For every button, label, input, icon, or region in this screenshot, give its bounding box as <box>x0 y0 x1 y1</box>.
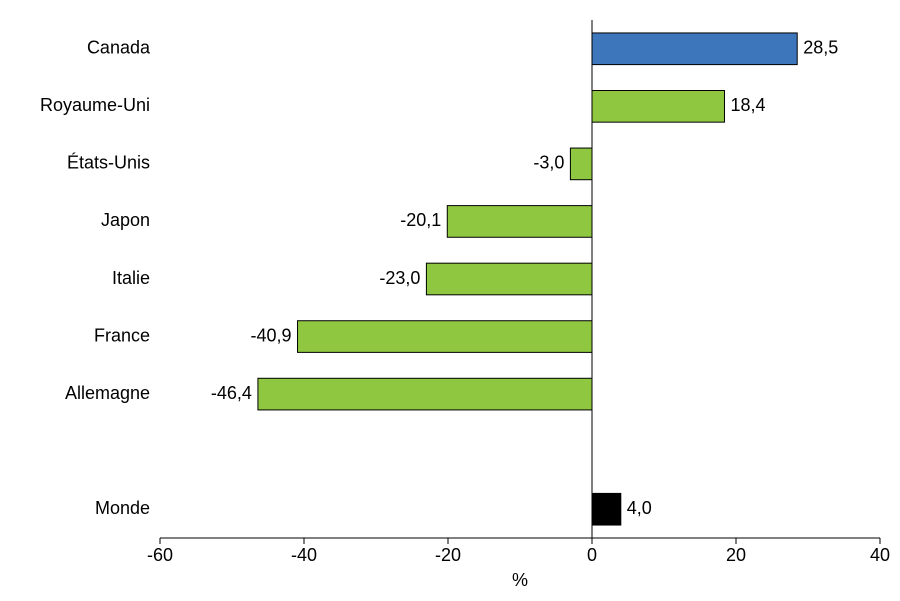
category-label: Canada <box>87 38 151 58</box>
x-tick-label: -20 <box>435 545 461 565</box>
value-label: -3,0 <box>533 153 564 173</box>
category-label: Allemagne <box>65 383 150 403</box>
x-axis-title: % <box>512 570 528 590</box>
value-label: -20,1 <box>400 210 441 230</box>
bar <box>298 321 592 353</box>
bar <box>426 263 592 295</box>
value-label: -40,9 <box>250 325 291 345</box>
chart-container: Canada 28,5 Royaume-Uni 18,4 États-Unis -3,0 J… <box>0 0 900 601</box>
value-label: 4,0 <box>627 498 652 518</box>
value-label: 28,5 <box>803 38 838 58</box>
x-tick-label: -60 <box>147 545 173 565</box>
bar-chart: Canada 28,5 Royaume-Uni 18,4 États-Unis -3,0 J… <box>0 0 900 601</box>
value-label: -23,0 <box>379 268 420 288</box>
category-label: États-Unis <box>67 153 150 173</box>
category-label: Japon <box>101 210 150 230</box>
bar <box>592 91 724 123</box>
bar <box>592 493 621 525</box>
x-tick-label: 0 <box>587 545 597 565</box>
bar <box>258 378 592 410</box>
value-label: -46,4 <box>211 383 252 403</box>
category-label: Italie <box>112 268 150 288</box>
x-tick-label: 20 <box>726 545 746 565</box>
category-label: France <box>94 325 150 345</box>
category-label: Monde <box>95 498 150 518</box>
x-tick-label: 40 <box>870 545 890 565</box>
bar <box>447 206 592 238</box>
category-label: Royaume-Uni <box>40 95 150 115</box>
x-tick-label: -40 <box>291 545 317 565</box>
bar <box>570 148 592 180</box>
value-label: 18,4 <box>730 95 765 115</box>
bar <box>592 33 797 65</box>
